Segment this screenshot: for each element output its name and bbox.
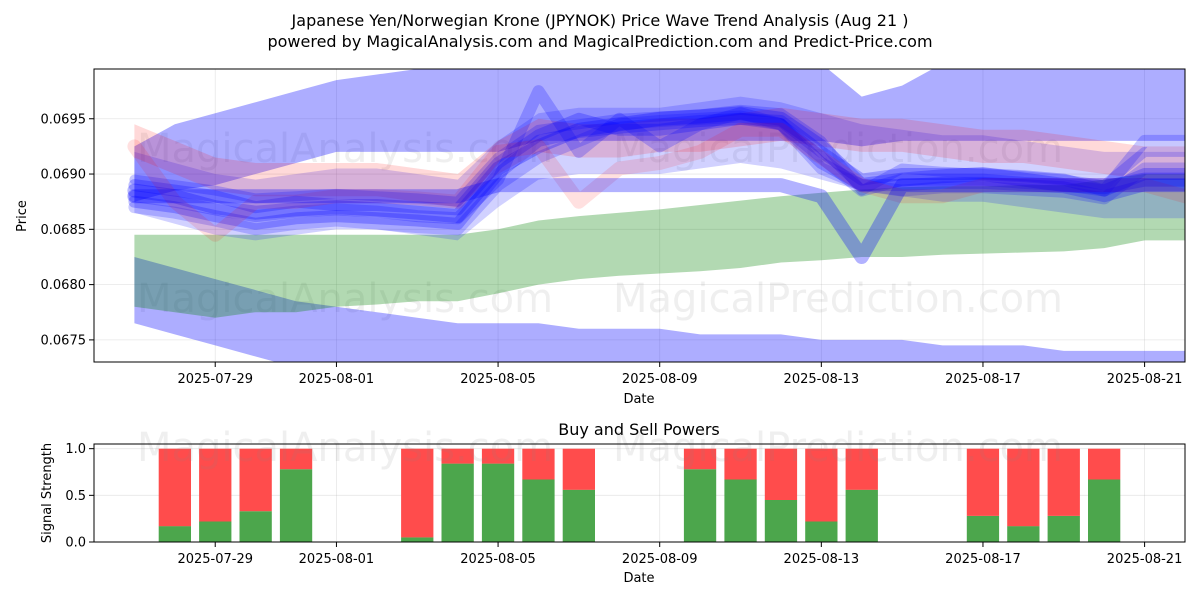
price-band-2 xyxy=(134,174,1185,318)
sell-bar-2025-08-17 xyxy=(966,448,1000,516)
signal-x-tick-label-6: 2025-08-21 xyxy=(1107,552,1183,567)
price-wave-line-12 xyxy=(127,178,1185,264)
buy-bar-2025-08-14 xyxy=(845,489,878,542)
watermark-top-right-upper: MagicalPrediction.com xyxy=(613,126,1063,172)
price-wave-line-8 xyxy=(128,85,1185,225)
buy-bar-2025-07-29 xyxy=(199,521,232,542)
buy-bar-2025-08-12 xyxy=(764,500,798,542)
watermark-top-left-lower: MagicalAnalysis.com xyxy=(137,276,553,322)
signal-x-tick-label-3: 2025-08-09 xyxy=(622,552,698,567)
buy-bar-2025-08-07 xyxy=(562,489,595,542)
watermark-bottom-right: MagicalPrediction.com xyxy=(613,425,1063,471)
signal-plot-area xyxy=(158,448,1121,542)
price-wave-line-11 xyxy=(127,122,1185,242)
top-watermarks: MagicalAnalysis.com MagicalPrediction.co… xyxy=(137,126,1063,322)
sell-bar-2025-08-14 xyxy=(845,448,878,490)
buy-bar-2025-08-19 xyxy=(1047,515,1080,542)
price-wave-line-5 xyxy=(127,106,1185,224)
top-grid xyxy=(94,69,1185,362)
signal-x-tick-label-5: 2025-08-17 xyxy=(945,552,1021,567)
sell-bar-2025-07-29 xyxy=(199,448,232,522)
signal-x-tick-label-2: 2025-08-05 xyxy=(460,552,536,567)
buy-bar-2025-08-18 xyxy=(1007,526,1040,542)
price-y-tick-label-3: 0.0690 xyxy=(41,168,87,183)
watermark-bottom-left: MagicalAnalysis.com xyxy=(137,425,553,471)
buy-bar-2025-08-05 xyxy=(481,463,515,542)
sell-bar-2025-08-20 xyxy=(1088,448,1121,480)
price-band-4 xyxy=(134,107,1185,208)
chart-title-line2: powered by MagicalAnalysis.com and Magic… xyxy=(267,32,932,51)
sell-bar-2025-08-18 xyxy=(1007,448,1040,527)
signal-axes: 2025-07-29 2025-08-01 2025-08-05 2025-08-09… xyxy=(65,442,1182,567)
sell-bar-2025-08-03 xyxy=(401,448,434,538)
price-wave-line-7 xyxy=(128,112,1185,230)
sell-bar-2025-07-31 xyxy=(279,448,313,470)
price-band-1 xyxy=(134,257,1185,362)
sell-bar-2025-08-11 xyxy=(724,448,757,480)
sell-bar-2025-08-05 xyxy=(481,448,515,464)
price-wave-line-9 xyxy=(128,110,1185,236)
price-x-tick-label-0: 2025-07-29 xyxy=(177,372,253,387)
buy-bar-2025-08-04 xyxy=(441,463,474,542)
price-wave-line-6 xyxy=(128,112,1185,216)
sell-bar-2025-07-28 xyxy=(158,448,191,527)
price-y-tick-label-1: 0.0680 xyxy=(41,278,87,293)
price-y-tick-label-4: 0.0695 xyxy=(41,112,87,127)
price-band-0 xyxy=(134,69,1185,202)
price-y-label: Price xyxy=(15,200,30,232)
sell-bar-2025-08-07 xyxy=(562,448,595,490)
price-plot-frame xyxy=(93,68,1186,363)
price-plot-area xyxy=(127,69,1185,362)
price-y-tick-label-2: 0.0685 xyxy=(41,223,87,238)
buy-bar-2025-08-17 xyxy=(966,515,1000,542)
signal-x-label: Date xyxy=(623,571,654,586)
watermark-top-left-upper: MagicalAnalysis.com xyxy=(137,126,553,172)
watermark-top-right-lower: MagicalPrediction.com xyxy=(613,276,1063,322)
signal-chart-title: Buy and Sell Powers xyxy=(558,420,720,439)
buy-bar-2025-08-20 xyxy=(1088,479,1121,542)
buy-bar-2025-08-13 xyxy=(805,521,838,542)
sell-bar-2025-08-13 xyxy=(805,448,838,522)
price-x-tick-label-6: 2025-08-21 xyxy=(1107,372,1183,387)
price-x-tick-label-3: 2025-08-09 xyxy=(622,372,698,387)
price-y-tick-label-0: 0.0675 xyxy=(41,333,87,348)
buy-bar-2025-07-31 xyxy=(279,469,313,542)
buy-bar-2025-07-28 xyxy=(158,526,191,542)
buy-bar-2025-08-10 xyxy=(683,469,717,542)
signal-y-tick-label-2: 1.0 xyxy=(65,442,86,457)
signal-y-tick-label-0: 0.0 xyxy=(65,536,86,551)
buy-bar-2025-08-11 xyxy=(724,479,757,542)
sell-bar-2025-08-19 xyxy=(1047,448,1080,516)
signal-x-tick-label-4: 2025-08-13 xyxy=(784,552,860,567)
price-wave-line-10 xyxy=(129,104,1185,207)
price-x-tick-label-2: 2025-08-05 xyxy=(460,372,536,387)
chart-title-line1: Japanese Yen/Norwegian Krone (JPYNOK) Pr… xyxy=(291,11,909,30)
price-axes: 2025-07-29 2025-08-01 2025-08-05 2025-08-09… xyxy=(41,112,1183,387)
sell-bar-2025-07-30 xyxy=(239,448,272,512)
price-x-tick-label-5: 2025-08-17 xyxy=(945,372,1021,387)
sell-bar-2025-08-06 xyxy=(522,448,555,480)
price-x-tick-label-1: 2025-08-01 xyxy=(299,372,375,387)
buy-bar-2025-08-06 xyxy=(522,479,555,542)
price-x-label: Date xyxy=(623,392,654,407)
signal-x-tick-label-0: 2025-07-29 xyxy=(177,552,253,567)
price-x-tick-label-4: 2025-08-13 xyxy=(784,372,860,387)
signal-y-tick-label-1: 0.5 xyxy=(65,489,86,504)
signal-y-label: Signal Strength xyxy=(40,443,55,543)
signal-x-tick-label-1: 2025-08-01 xyxy=(299,552,375,567)
sell-bar-2025-08-04 xyxy=(441,448,474,464)
sell-bar-2025-08-12 xyxy=(764,448,798,500)
signal-plot-frame xyxy=(93,443,1186,543)
sell-bar-2025-08-10 xyxy=(683,448,717,470)
price-series-group xyxy=(127,69,1185,362)
price-band-3 xyxy=(134,96,1185,241)
buy-bar-2025-07-30 xyxy=(239,511,272,542)
buy-bar-2025-08-03 xyxy=(401,537,434,542)
